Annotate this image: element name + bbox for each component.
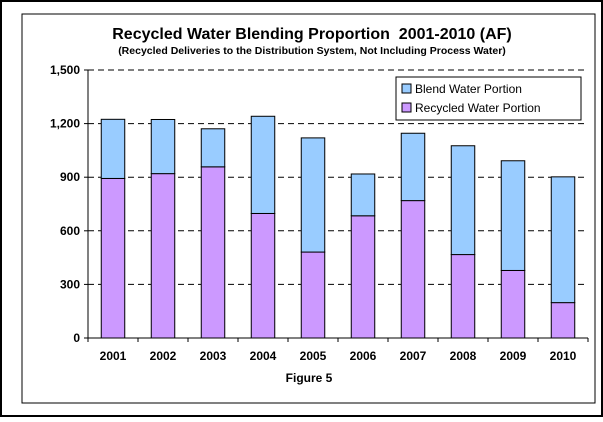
y-tick-label-600: 600 xyxy=(60,224,80,238)
bars xyxy=(100,115,576,339)
bar-blend-2008 xyxy=(450,145,476,256)
bar-blend-2003 xyxy=(200,128,226,168)
y-tick-label-0: 0 xyxy=(73,331,80,345)
x-tick-label-2009: 2009 xyxy=(500,349,527,363)
bar-blend-2004 xyxy=(250,115,276,214)
y-tick-label-900: 900 xyxy=(60,170,80,184)
y-tick-label-300: 300 xyxy=(60,277,80,291)
chart-subtitle: (Recycled Deliveries to the Distribution… xyxy=(118,45,506,57)
legend-label-recycled: Recycled Water Portion xyxy=(415,101,541,115)
x-tick-label-2007: 2007 xyxy=(400,349,427,363)
bar-blend-2005 xyxy=(300,137,326,253)
bar-recycled-2006 xyxy=(350,215,376,339)
legend-swatch-recycled xyxy=(401,102,412,113)
x-tick-label-2001: 2001 xyxy=(100,349,127,363)
legend-swatch-blend xyxy=(401,83,412,94)
legend-box xyxy=(395,76,582,121)
x-tick-label-2003: 2003 xyxy=(200,349,227,363)
y-axis-ticks: 0 300 600 900 1,200 1,500 xyxy=(50,63,88,345)
x-tick-label-2004: 2004 xyxy=(250,349,277,363)
bar-recycled-2010 xyxy=(550,302,576,339)
y-tick-label-1200: 1,200 xyxy=(50,117,80,131)
chart-title: Recycled Water Blending Proportion 2001-… xyxy=(112,26,512,43)
x-tick-label-2005: 2005 xyxy=(300,349,327,363)
x-tick-label-2010: 2010 xyxy=(550,349,577,363)
bar-recycled-2004 xyxy=(250,212,276,339)
bar-recycled-2007 xyxy=(400,200,426,339)
bar-blend-2001 xyxy=(100,118,126,179)
x-tick-label-2006: 2006 xyxy=(350,349,377,363)
bar-recycled-2003 xyxy=(200,166,226,339)
bar-blend-2009 xyxy=(500,160,526,271)
bar-blend-2007 xyxy=(400,132,426,202)
bar-blend-2010 xyxy=(550,176,576,304)
x-axis-ticks: 2001 2002 2003 2004 2005 2006 2007 2008 2009 2010 xyxy=(87,338,589,363)
bar-blend-2006 xyxy=(350,173,376,217)
x-tick-label-2008: 2008 xyxy=(450,349,477,363)
figure-caption: Figure 5 xyxy=(286,371,333,385)
bar-recycled-2001 xyxy=(100,177,126,339)
bar-recycled-2009 xyxy=(500,269,526,339)
x-tick-label-2002: 2002 xyxy=(150,349,177,363)
y-tick-label-1500: 1,500 xyxy=(50,63,80,77)
legend-label-blend: Blend Water Portion xyxy=(415,82,522,96)
bar-recycled-2002 xyxy=(150,173,176,339)
bar-recycled-2005 xyxy=(300,251,326,339)
bar-recycled-2008 xyxy=(450,254,476,339)
legend: Blend Water Portion Recycled Water Porti… xyxy=(395,76,582,121)
bar-blend-2002 xyxy=(150,118,176,175)
